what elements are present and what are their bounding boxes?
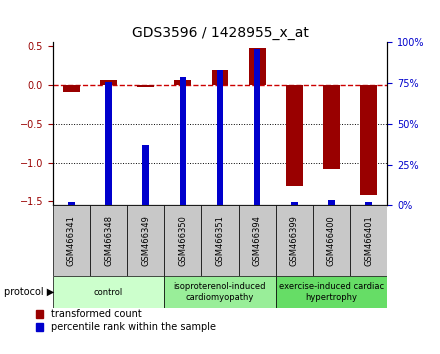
Text: GSM466351: GSM466351 (216, 215, 224, 266)
Bar (68, 202, 75, 205)
Text: GSM466400: GSM466400 (327, 215, 336, 266)
Bar (286, 85, 303, 186)
Bar (63, 85, 80, 92)
Bar (291, 202, 297, 205)
Bar (323, 85, 340, 169)
Bar (53, 276, 164, 308)
Bar (100, 80, 117, 85)
Text: GSM466394: GSM466394 (253, 215, 262, 266)
Bar (360, 85, 377, 195)
Title: GDS3596 / 1428955_x_at: GDS3596 / 1428955_x_at (132, 26, 308, 40)
Bar (53, 205, 90, 276)
Bar (313, 205, 350, 276)
Bar (212, 70, 228, 85)
Bar (238, 205, 276, 276)
Bar (180, 77, 186, 205)
Text: control: control (94, 287, 123, 297)
Bar (127, 205, 164, 276)
Text: GSM466399: GSM466399 (290, 215, 299, 266)
Bar (164, 276, 276, 308)
Text: GSM466348: GSM466348 (104, 215, 113, 266)
Text: isoproterenol-induced
cardiomyopathy: isoproterenol-induced cardiomyopathy (174, 282, 266, 302)
Bar (276, 205, 313, 276)
Bar (164, 205, 202, 276)
Bar (175, 80, 191, 85)
Bar (350, 205, 387, 276)
Bar (202, 205, 238, 276)
Text: GSM466350: GSM466350 (178, 215, 187, 266)
Bar (216, 70, 224, 205)
Bar (254, 49, 260, 205)
Bar (105, 81, 112, 205)
Text: GSM466401: GSM466401 (364, 215, 373, 266)
Bar (143, 145, 149, 205)
Bar (249, 48, 265, 85)
Text: protocol ▶: protocol ▶ (4, 287, 55, 297)
Legend: transformed count, percentile rank within the sample: transformed count, percentile rank withi… (36, 309, 216, 332)
Bar (137, 85, 154, 87)
Text: GSM466341: GSM466341 (67, 215, 76, 266)
Bar (90, 205, 127, 276)
Bar (328, 200, 335, 205)
Bar (365, 202, 372, 205)
Bar (276, 276, 387, 308)
Text: exercise-induced cardiac
hypertrophy: exercise-induced cardiac hypertrophy (279, 282, 384, 302)
Text: GSM466349: GSM466349 (141, 215, 150, 266)
